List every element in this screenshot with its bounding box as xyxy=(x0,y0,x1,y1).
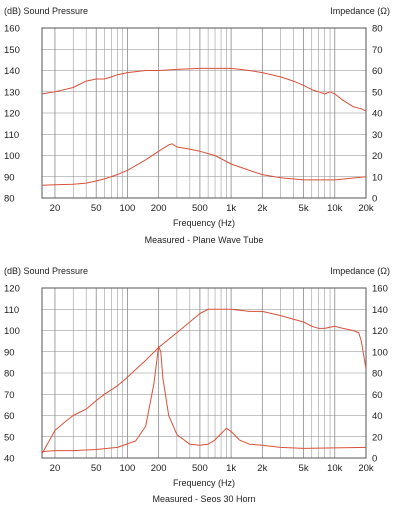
x-tick-label: 100 xyxy=(119,203,135,214)
x-tick-label: 2k xyxy=(257,203,267,214)
x-tick-label: 5k xyxy=(299,203,309,214)
x-axis-title: Frequency (Hz) xyxy=(173,218,235,228)
impedance-curve xyxy=(41,345,367,453)
y-tick-label-left: 100 xyxy=(4,326,20,337)
x-tick-label: 50 xyxy=(91,203,102,214)
x-tick-label: 20 xyxy=(50,463,61,474)
plot-frame xyxy=(41,287,367,459)
chart-1: (dB) Sound Pressure Impedance (Ω)80901001… xyxy=(4,6,390,245)
horizontal-gridlines xyxy=(42,287,366,459)
x-tick-label: 500 xyxy=(192,463,208,474)
x-tick-label: 200 xyxy=(151,463,167,474)
y-tick-label-left: 110 xyxy=(4,130,19,141)
y-tick-label-right: 140 xyxy=(372,305,388,316)
y-tick-label-left: 90 xyxy=(4,172,15,183)
chart-2: (dB) Sound Pressure Impedance (Ω) 40 50 60 70… xyxy=(4,266,390,504)
horizontal-gridlines xyxy=(42,27,366,199)
x-tick-label: 20 xyxy=(50,203,61,214)
y-tick-label-left: 160 xyxy=(4,24,20,35)
y-tick-label-left: 120 xyxy=(4,109,20,120)
x-tick-label: 10k xyxy=(327,203,343,214)
y-axis-title-right: Impedance (Ω) xyxy=(330,266,390,276)
impedance-curve xyxy=(41,143,367,186)
y-tick-label-left: 40 xyxy=(4,454,15,465)
x-tick-label: 100 xyxy=(119,463,135,474)
y-tick-label-right: 0 xyxy=(372,454,377,465)
y-tick-label-left: 150 xyxy=(4,45,20,56)
y-tick-label-right: 10 xyxy=(372,172,383,183)
y-tick-label-left: 120 xyxy=(4,284,20,295)
y-tick-label-right: 60 xyxy=(372,66,383,77)
x-tick-label: 20k xyxy=(358,463,374,474)
sound-pressure-curve xyxy=(41,308,367,455)
y-tick-label-right: 80 xyxy=(372,369,383,380)
plot-frame xyxy=(41,27,367,199)
x-tick-label: 200 xyxy=(151,203,167,214)
y-tick-label-left: 80 xyxy=(4,369,15,380)
y-tick-label-right: 80 xyxy=(372,24,383,35)
y-tick-label-right: 30 xyxy=(372,130,383,141)
y-tick-label-right: 40 xyxy=(372,411,383,422)
x-tick-label: 50 xyxy=(91,463,102,474)
x-tick-label: 5k xyxy=(299,463,309,474)
y-tick-label-left: 140 xyxy=(4,66,20,77)
y-tick-label-left: 60 xyxy=(4,411,15,422)
x-tick-label: 10k xyxy=(327,463,343,474)
y-tick-label-left: 80 xyxy=(4,194,15,205)
y-tick-label-right: 100 xyxy=(372,347,388,358)
y-tick-label-left: 90 xyxy=(4,347,15,358)
y-tick-label-right: 20 xyxy=(372,432,383,443)
y-tick-label-left: 70 xyxy=(4,390,15,401)
x-tick-label: 20k xyxy=(358,203,374,214)
x-tick-label: 1k xyxy=(226,203,236,214)
x-tick-label: 1k xyxy=(226,463,236,474)
y-tick-label-left: 100 xyxy=(4,151,20,162)
chart-caption: Measured - Plane Wave Tube xyxy=(145,235,264,245)
x-tick-label: 500 xyxy=(192,203,208,214)
y-tick-label-right: 70 xyxy=(372,45,383,56)
y-tick-label-right: 20 xyxy=(372,151,383,162)
x-axis-title: Frequency (Hz) xyxy=(173,478,235,488)
chart-caption: Measured - Seos 30 Horn xyxy=(152,494,255,504)
y-axis-title-left: (dB) Sound Pressure xyxy=(4,266,88,276)
y-tick-label-right: 160 xyxy=(372,284,388,295)
y-axis-title-right: Impedance (Ω) xyxy=(330,6,390,16)
y-tick-label-left: 110 xyxy=(4,305,19,316)
y-tick-label-right: 50 xyxy=(372,87,383,98)
y-tick-label-left: 130 xyxy=(4,87,20,98)
y-tick-label-left: 50 xyxy=(4,432,15,443)
y-tick-label-right: 0 xyxy=(372,194,377,205)
y-tick-label-right: 40 xyxy=(372,109,383,120)
y-tick-label-right: 120 xyxy=(372,326,388,337)
y-axis-title-left: (dB) Sound Pressure xyxy=(4,6,88,16)
y-tick-label-right: 60 xyxy=(372,390,383,401)
sound-pressure-curve xyxy=(41,67,367,112)
x-tick-label: 2k xyxy=(257,463,267,474)
